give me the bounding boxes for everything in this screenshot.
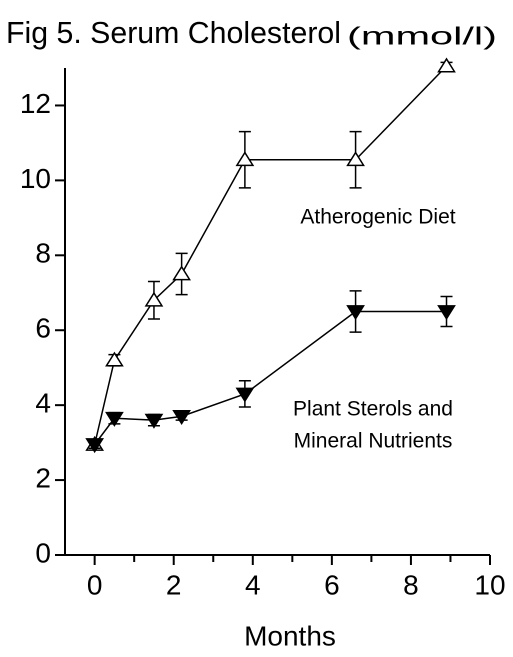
y-tick-label: 12 bbox=[20, 88, 51, 119]
x-tick-label: 8 bbox=[403, 569, 419, 600]
series-line bbox=[93, 65, 448, 445]
chart-title-unit: (mmol/l) bbox=[347, 23, 497, 51]
x-tick-label: 2 bbox=[166, 569, 182, 600]
marker bbox=[346, 151, 365, 167]
marker bbox=[235, 387, 255, 403]
annotation: Mineral Nutrients bbox=[294, 430, 453, 453]
marker bbox=[105, 351, 124, 367]
marker bbox=[235, 151, 255, 167]
chart-title: Fig 5. Serum Cholesterol bbox=[6, 15, 341, 50]
marker bbox=[346, 305, 365, 321]
marker bbox=[85, 438, 105, 454]
y-tick-label: 10 bbox=[20, 163, 51, 194]
marker bbox=[437, 57, 456, 73]
marker bbox=[172, 410, 191, 426]
x-tick-label: 4 bbox=[245, 569, 261, 600]
marker bbox=[144, 413, 164, 429]
y-tick-label: 6 bbox=[35, 313, 51, 344]
y-tick-label: 2 bbox=[35, 462, 51, 493]
y-tick-label: 8 bbox=[35, 238, 51, 269]
series-line bbox=[94, 310, 447, 445]
x-tick-label: 10 bbox=[474, 569, 505, 600]
y-tick-label: 4 bbox=[35, 388, 51, 419]
y-tick-label: 0 bbox=[35, 537, 51, 568]
marker bbox=[172, 265, 191, 281]
x-tick-label: 0 bbox=[87, 569, 103, 600]
annotation: Atherogenic Diet bbox=[300, 206, 455, 229]
marker bbox=[105, 411, 124, 427]
marker bbox=[144, 291, 164, 307]
marker bbox=[437, 305, 456, 321]
x-axis-label: Months bbox=[244, 620, 336, 651]
annotation: Plant Sterols and bbox=[293, 398, 453, 421]
x-tick-label: 6 bbox=[324, 569, 340, 600]
